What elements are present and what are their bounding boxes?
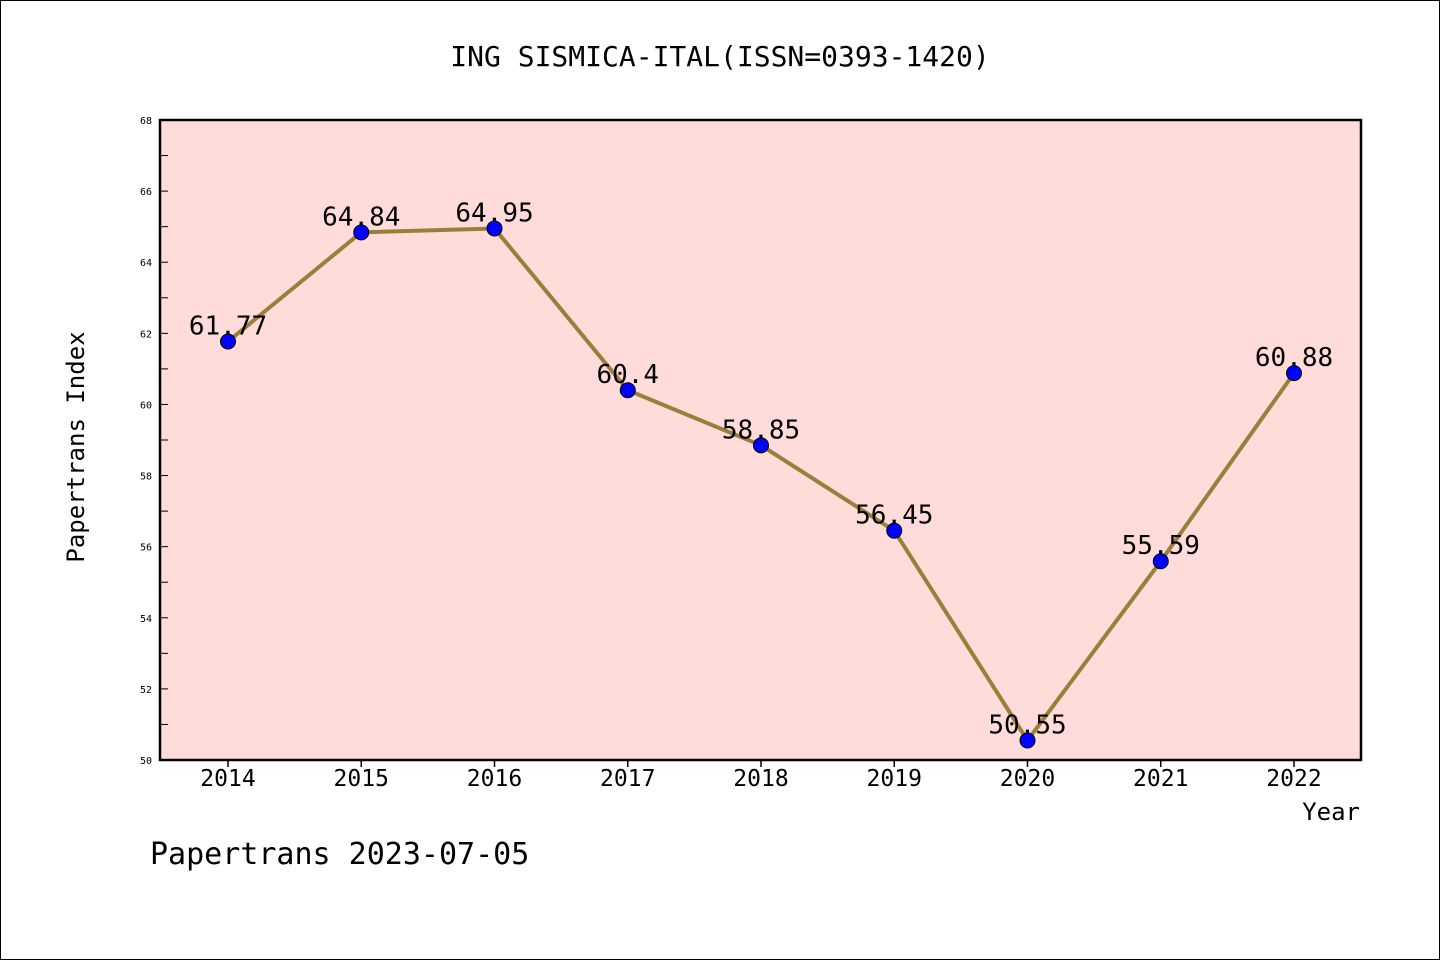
x-tick-label: 2021 xyxy=(1133,766,1188,792)
y-tick-label: 62 xyxy=(140,329,152,340)
y-axis-label: Papertrans Index xyxy=(62,331,90,562)
data-point xyxy=(619,382,636,399)
data-label: 64.95 xyxy=(455,198,533,228)
y-tick-label: 56 xyxy=(140,543,152,554)
x-tick-label: 2015 xyxy=(334,766,389,792)
data-labels: 61.77 64.84 64.95 60.4 58.85 56.45 50.55 55.59 6… xyxy=(189,198,1333,740)
plot-border xyxy=(158,118,1363,762)
y-axis: 50 52 54 56 58 60 62 64 66 68 xyxy=(140,116,168,767)
data-point xyxy=(1019,732,1036,749)
x-tick-label: 2019 xyxy=(867,766,922,792)
x-tick-label: 2017 xyxy=(600,766,655,792)
data-label: 60.88 xyxy=(1255,343,1333,373)
data-label: 56.45 xyxy=(855,501,933,531)
data-point xyxy=(886,522,903,539)
x-tick-label: 2018 xyxy=(733,766,788,792)
data-label: 64.84 xyxy=(322,202,400,232)
x-axis: 2014 2015 2016 2017 2018 2019 2020 2021 2022 xyxy=(200,760,1322,792)
x-tick-label: 2022 xyxy=(1266,766,1321,792)
y-tick-label: 50 xyxy=(140,756,152,767)
y-tick-label: 64 xyxy=(140,258,152,269)
data-point xyxy=(753,437,769,454)
x-tick-label: 2014 xyxy=(200,766,255,792)
y-tick-label: 54 xyxy=(140,614,152,625)
x-tick-label: 2016 xyxy=(467,766,522,792)
data-label: 60.4 xyxy=(596,360,659,390)
data-point xyxy=(486,220,503,237)
y-tick-label: 58 xyxy=(140,472,152,483)
data-label: 50.55 xyxy=(988,710,1066,740)
footer-text: Papertrans 2023-07-05 xyxy=(150,837,529,872)
y-tick-label: 68 xyxy=(140,116,152,127)
x-tick-label: 2020 xyxy=(1000,766,1055,792)
data-label: 58.85 xyxy=(722,415,800,445)
data-point xyxy=(220,333,236,350)
data-point xyxy=(1286,365,1302,382)
chart-title: ING SISMICA-ITAL(ISSN=0393-1420) xyxy=(450,40,989,73)
y-tick-label: 60 xyxy=(140,400,152,411)
data-point xyxy=(1152,553,1169,570)
x-axis-label: Year xyxy=(1302,798,1360,826)
y-tick-label: 66 xyxy=(140,187,152,198)
data-label: 55.59 xyxy=(1122,531,1200,561)
data-label: 61.77 xyxy=(189,312,267,342)
y-tick-label: 52 xyxy=(140,685,152,696)
data-point xyxy=(353,224,370,241)
data-markers xyxy=(220,220,1302,749)
